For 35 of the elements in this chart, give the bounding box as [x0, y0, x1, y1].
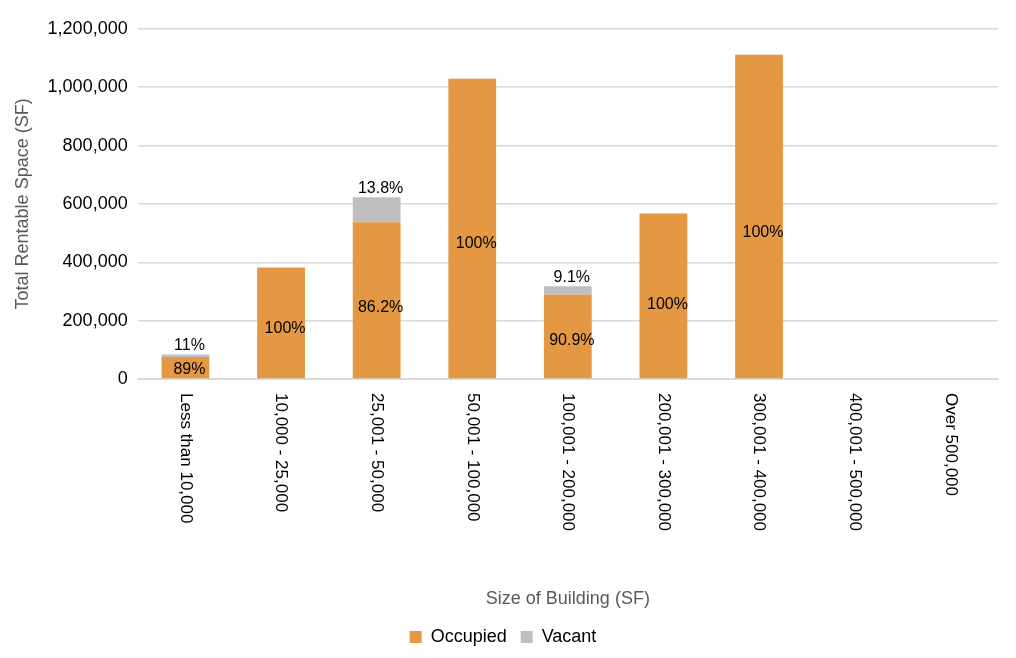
x-tick-label: 25,001 - 50,000 [367, 393, 387, 513]
y-tick-label: 1,200,000 [47, 17, 128, 38]
bar [735, 54, 783, 379]
annotation: 13.8% [357, 178, 404, 196]
legend-label: Occupied [430, 625, 507, 646]
x-tick-label: 300,001 - 400,000 [750, 393, 770, 532]
bar [257, 267, 305, 379]
bar [448, 78, 497, 379]
x-tick-label: Over 500,000 [941, 393, 961, 497]
x-tick-label: Less than 10,000 [176, 393, 196, 524]
y-tick-label: 200,000 [62, 309, 128, 330]
bar [352, 222, 401, 379]
y-axis-title: Total Rentable Space (SF) [11, 98, 32, 310]
annotation: 100% [742, 223, 784, 241]
x-tick-label: 200,001 - 300,000 [654, 393, 674, 532]
bar [543, 286, 592, 295]
y-tick-label: 0 [117, 367, 128, 388]
bar [639, 213, 688, 379]
annotation: 100% [264, 318, 306, 336]
y-tick-label: 800,000 [62, 134, 128, 155]
y-tick-label: 1,000,000 [47, 76, 128, 97]
bar [161, 354, 210, 358]
annotation: 100% [455, 233, 497, 251]
x-tick-label: 100,001 - 200,000 [559, 393, 579, 532]
x-axis-title: Size of Building (SF) [485, 588, 650, 609]
y-tick-label: 600,000 [62, 192, 128, 213]
x-tick-label: 10,000 - 25,000 [272, 393, 292, 513]
annotation: 11% [174, 335, 205, 353]
annotation: 89% [173, 359, 206, 377]
x-tick-label: 50,001 - 100,000 [463, 393, 483, 522]
legend-label: Vacant [541, 625, 597, 646]
x-tick-label: 400,001 - 500,000 [845, 393, 865, 532]
y-tick-label: 400,000 [62, 251, 128, 272]
annotation: 9.1% [553, 267, 591, 285]
bar [352, 197, 401, 223]
